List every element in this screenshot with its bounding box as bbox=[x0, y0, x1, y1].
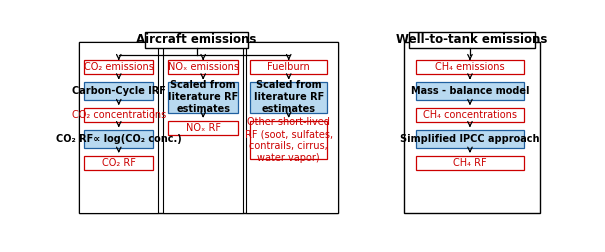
FancyBboxPatch shape bbox=[250, 82, 327, 112]
FancyBboxPatch shape bbox=[168, 82, 238, 112]
FancyBboxPatch shape bbox=[416, 130, 524, 148]
Text: Well-to-tank emissions: Well-to-tank emissions bbox=[396, 33, 548, 46]
FancyBboxPatch shape bbox=[84, 108, 154, 122]
FancyBboxPatch shape bbox=[246, 42, 338, 213]
FancyBboxPatch shape bbox=[168, 60, 238, 74]
FancyBboxPatch shape bbox=[416, 156, 524, 170]
Text: NOₓ RF: NOₓ RF bbox=[186, 123, 221, 133]
FancyBboxPatch shape bbox=[84, 130, 154, 148]
Text: Mass - balance model: Mass - balance model bbox=[411, 86, 529, 96]
Text: Scaled from
literature RF
estimates: Scaled from literature RF estimates bbox=[253, 80, 324, 114]
Text: CH₄ RF: CH₄ RF bbox=[453, 158, 487, 168]
Text: CO₂ RF∝ log(CO₂ conc.): CO₂ RF∝ log(CO₂ conc.) bbox=[56, 134, 182, 144]
FancyBboxPatch shape bbox=[79, 42, 338, 213]
FancyBboxPatch shape bbox=[84, 156, 154, 170]
Text: CO₂ concentrations: CO₂ concentrations bbox=[71, 110, 166, 120]
FancyBboxPatch shape bbox=[79, 42, 158, 213]
Text: Simplified IPCC approach: Simplified IPCC approach bbox=[400, 134, 540, 144]
FancyBboxPatch shape bbox=[168, 121, 238, 135]
Text: CO₂ RF: CO₂ RF bbox=[102, 158, 136, 168]
FancyBboxPatch shape bbox=[416, 60, 524, 74]
FancyBboxPatch shape bbox=[416, 82, 524, 100]
FancyBboxPatch shape bbox=[250, 60, 327, 74]
Text: Scaled from
literature RF
estimates: Scaled from literature RF estimates bbox=[168, 80, 238, 114]
FancyBboxPatch shape bbox=[84, 82, 154, 100]
FancyBboxPatch shape bbox=[145, 32, 248, 48]
FancyBboxPatch shape bbox=[404, 42, 540, 213]
FancyBboxPatch shape bbox=[163, 42, 243, 213]
Text: Carbon-Cycle IRF: Carbon-Cycle IRF bbox=[72, 86, 166, 96]
Text: NOₓ emissions: NOₓ emissions bbox=[168, 62, 238, 72]
Text: CO₂ emissions: CO₂ emissions bbox=[84, 62, 154, 72]
Text: CH₄ emissions: CH₄ emissions bbox=[435, 62, 505, 72]
FancyBboxPatch shape bbox=[416, 108, 524, 122]
Text: Other short-lived
RF (soot, sulfates,
contrails, cirrus,
water vapor): Other short-lived RF (soot, sulfates, co… bbox=[244, 117, 333, 163]
FancyBboxPatch shape bbox=[408, 32, 535, 48]
Text: Fuelburn: Fuelburn bbox=[267, 62, 310, 72]
Text: Aircraft emissions: Aircraft emissions bbox=[136, 33, 257, 46]
Text: CH₄ concentrations: CH₄ concentrations bbox=[423, 110, 517, 120]
FancyBboxPatch shape bbox=[250, 121, 327, 160]
FancyBboxPatch shape bbox=[84, 60, 154, 74]
